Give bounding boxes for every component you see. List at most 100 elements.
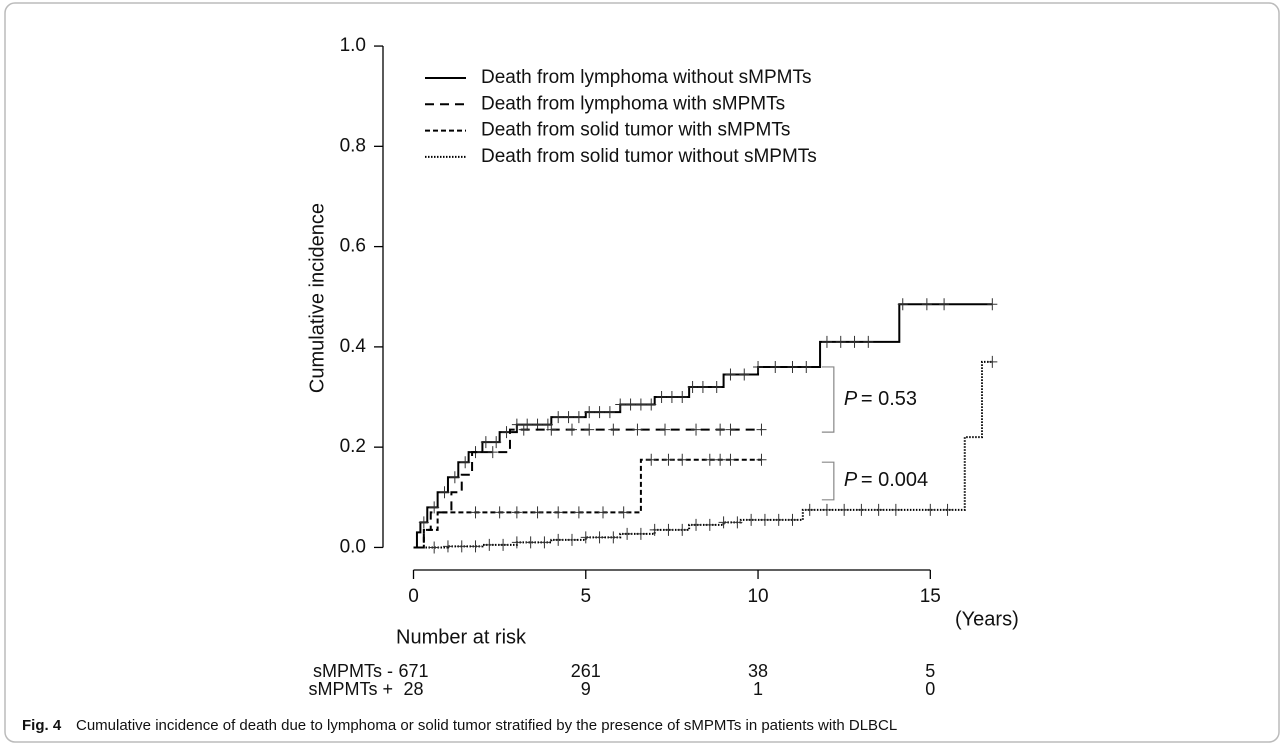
censor-mark [890,503,901,516]
censor-mark [456,540,467,553]
risk-value: 9 [581,679,591,699]
x-unit: (Years) [955,608,1019,630]
censor-mark [566,533,577,546]
p-text: = 0.53 [861,388,917,410]
censor-mark [787,513,798,526]
legend-label: Death from lymphoma with sMPMTs [481,93,785,114]
censor-mark [987,355,998,368]
censor-mark [704,518,715,531]
censor-mark [429,541,440,554]
risk-value: 38 [748,661,768,681]
censor-mark [598,506,608,519]
censor-mark [746,513,757,526]
censor-mark [625,398,636,411]
censor-mark [594,406,605,419]
censor-mark [849,335,860,348]
censor-mark [615,398,626,411]
censor-mark [532,506,543,519]
censor-mark [553,411,564,424]
censor-mark [770,360,781,373]
censor-mark [725,368,736,381]
censor-mark [470,506,481,519]
censor-mark [584,406,595,419]
censor-mark [553,506,564,519]
censor-mark [646,398,657,411]
censor-mark [635,398,646,411]
censor-mark [487,446,498,459]
censor-mark [753,360,764,373]
y-axis-label: Cumulative incidence [306,203,328,393]
step-line [413,360,993,549]
censor-mark [691,423,702,436]
censor-mark [773,513,784,526]
censor-mark [804,503,815,516]
censor-mark [939,298,950,311]
censor-mark [739,368,750,381]
censor-mark [732,516,743,529]
censor-mark [987,298,998,311]
y-tick-label: 0.2 [340,436,366,457]
censor-mark [715,423,726,436]
step-line [413,458,762,549]
censor-mark [835,335,846,348]
risk-title: Number at risk [396,626,527,648]
censor-mark [697,380,708,393]
censor-mark [787,360,798,373]
censor-mark [511,418,522,431]
censor-mark [897,298,908,311]
censor-mark [566,423,577,436]
censor-mark [494,506,505,519]
censor-mark [563,411,574,424]
risk-row-label: sMPMTs - [313,661,393,681]
censor-mark [498,538,509,551]
censor-mark [663,523,674,536]
censor-mark [604,406,615,419]
censor-mark [573,506,584,519]
censor-mark [546,423,557,436]
censor-mark [921,298,932,311]
y-tick-label: 0.8 [340,135,366,156]
censor-mark [942,503,953,516]
censor-mark [580,531,591,544]
censor-mark [691,518,702,531]
bracket [821,366,835,433]
p-symbol: P [844,388,858,410]
censor-mark [863,335,874,348]
censor-mark [429,501,440,514]
censor-mark [677,391,688,404]
step-line [413,303,993,549]
censor-mark [856,503,867,516]
censor-mark [491,436,502,449]
risk-value: 1 [753,679,763,699]
censor-mark [511,506,522,519]
censor-mark [821,335,832,348]
censor-mark [511,536,522,549]
censor-mark [418,516,429,529]
censor-mark [663,453,674,466]
p-text: = 0.004 [861,469,928,491]
caption-text: Cumulative incidence of death due to lym… [76,717,897,734]
y-tick-label: 1.0 [340,35,366,56]
risk-value: 28 [403,679,423,699]
censor-mark [715,453,726,466]
censor-mark [632,423,643,436]
censor-mark [821,503,832,516]
bracket [821,461,835,501]
censor-mark [704,453,715,466]
risk-value: 671 [398,661,428,681]
censor-mark [677,453,688,466]
x-tick-label: 15 [920,586,941,607]
censor-mark [656,391,667,404]
x-tick-label: 5 [580,586,591,607]
censor-mark [594,531,605,544]
y-tick-label: 0.4 [340,336,367,357]
censor-mark [635,527,646,540]
censor-mark [687,380,698,393]
censor-mark [449,471,460,484]
censor-mark [756,453,767,466]
censor-mark [725,423,736,436]
risk-row-label: sMPMTs + [308,679,393,699]
censor-mark [480,436,491,449]
censor-mark [873,503,884,516]
censor-mark [618,506,629,519]
